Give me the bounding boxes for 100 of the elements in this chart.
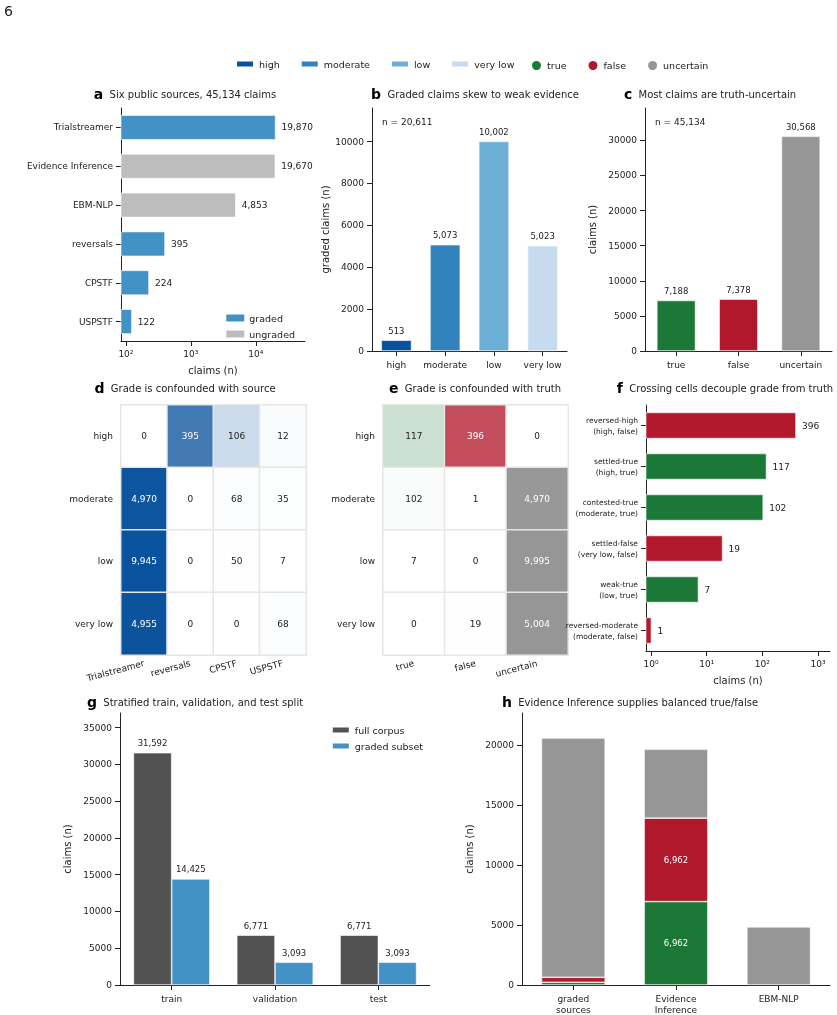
y-tick-label: 15000 (608, 240, 638, 251)
x-tick-label: CPSTF (208, 658, 238, 676)
y-tick-label: Evidence Inference (26, 161, 114, 172)
data-label: 31,592 (137, 738, 168, 749)
legend-label: full corpus (354, 724, 405, 736)
y-tick-label: 8000 (341, 178, 365, 189)
y-tick-label: moderate (69, 493, 114, 504)
y-tick-label: 35000 (83, 722, 113, 733)
data-label: 395 (170, 238, 189, 249)
chart-title: f Crossing cells decouple grade from truth (616, 380, 834, 396)
data-label: 3,093 (281, 947, 307, 958)
legend-label: graded subset (354, 740, 424, 752)
y-tick-label: EBM-NLP (72, 200, 114, 211)
x-axis-title: claims (n) (188, 364, 238, 376)
y-axis-title: claims (n) (586, 204, 598, 255)
data-label: 7,188 (663, 286, 689, 297)
data-label: 6,771 (347, 920, 372, 931)
data-label: 0 (233, 618, 240, 629)
data-label: 0 (187, 493, 194, 504)
chart-title: b Graded claims skew to weak evidence (371, 86, 579, 102)
annotation: n = 20,611 (382, 116, 433, 127)
y-tick-label: CPSTF (84, 277, 113, 288)
data-label: 0 (141, 431, 148, 442)
x-tick-label: 10⁰ (643, 658, 660, 669)
y-tick-label: moderate (331, 493, 376, 504)
data-label: 224 (154, 277, 173, 288)
y-tick-label: 2000 (341, 304, 365, 315)
data-label: 102 (405, 493, 423, 504)
y-tick-label: 5000 (491, 920, 515, 931)
y-tick-label: 25000 (83, 796, 113, 807)
x-tick-label: true (666, 359, 686, 370)
data-label: 5,073 (432, 230, 458, 241)
y-tick-label: 25000 (608, 170, 638, 181)
y-tick-label: 0 (358, 346, 365, 356)
x-tick-label: false (727, 359, 750, 370)
data-label: 396 (801, 420, 820, 431)
y-tick-label: USPSTF (78, 316, 113, 327)
data-label: 395 (181, 431, 199, 442)
y-tick-label: 0 (508, 980, 515, 990)
x-tick-label: false (453, 658, 478, 674)
data-label: 396 (466, 431, 485, 442)
data-label: 12 (277, 431, 289, 442)
data-label: 117 (405, 431, 423, 442)
data-label: 19,870 (281, 122, 314, 133)
data-label: 0 (534, 431, 541, 442)
data-label: 5,004 (524, 618, 551, 629)
y-tick-label: Trialstreamer (52, 122, 114, 133)
x-tick-label: Evidence Inference (654, 993, 698, 1015)
data-label: 19,670 (281, 161, 314, 172)
data-label: 122 (137, 316, 156, 327)
x-tick-label: 10³ (183, 348, 199, 359)
legend-label: false (603, 60, 627, 71)
data-label: 0 (187, 556, 194, 567)
x-tick-label: test (369, 993, 388, 1004)
y-tick-label: 10000 (83, 906, 113, 917)
x-tick-label: very low (523, 359, 562, 370)
data-label: 19 (469, 618, 482, 629)
x-tick-label: EBM-NLP (758, 993, 800, 1004)
x-tick-label: reversals (149, 658, 192, 679)
data-label: 7,378 (726, 284, 751, 295)
y-tick-label: reversals (72, 238, 114, 249)
text: 6 (4, 3, 13, 19)
data-label: 7 (704, 584, 711, 595)
x-tick-label: moderate (423, 359, 468, 370)
data-label: 4,970 (131, 493, 158, 504)
y-tick-label: 10000 (608, 275, 638, 286)
data-label: 50 (230, 556, 243, 567)
data-label: 10,002 (479, 126, 509, 137)
data-label: 3,093 (385, 947, 410, 958)
y-tick-label: high (355, 431, 375, 442)
y-tick-label: 10000 (335, 136, 365, 147)
y-tick-label: 15000 (83, 869, 113, 880)
data-label: 6,771 (243, 920, 269, 931)
x-tick-label: validation (252, 993, 298, 1004)
data-label: 19 (728, 543, 741, 554)
chart-title: d Grade is confounded with source (94, 380, 276, 396)
data-label: 102 (769, 502, 787, 513)
x-tick-label: high (386, 359, 407, 370)
data-label: 9,945 (131, 556, 158, 567)
y-tick-label: 10000 (485, 860, 515, 871)
data-label: 7 (280, 556, 286, 567)
x-tick-label: 10² (118, 348, 134, 359)
data-label: 0 (410, 618, 417, 629)
legend-label: low (413, 58, 431, 70)
y-axis-title: claims (n) (61, 824, 73, 874)
x-tick-label: USPSTF (248, 658, 285, 677)
data-label: 6,962 (663, 854, 689, 865)
y-tick-label: 5000 (89, 943, 113, 954)
data-label: 7 (410, 556, 417, 567)
x-axis-title: claims (n) (713, 674, 763, 686)
y-tick-label: very low (336, 618, 375, 629)
y-tick-label: 6000 (341, 220, 365, 231)
data-label: 4,955 (131, 618, 158, 629)
y-axis-title: graded claims (n) (319, 185, 331, 274)
y-tick-label: 20000 (608, 205, 638, 216)
y-tick-label: 4000 (341, 262, 365, 273)
data-label: 4,853 (241, 200, 268, 211)
bar (746, 926, 811, 985)
y-axis-title: claims (n) (463, 824, 475, 874)
legend-label: high (259, 58, 280, 70)
